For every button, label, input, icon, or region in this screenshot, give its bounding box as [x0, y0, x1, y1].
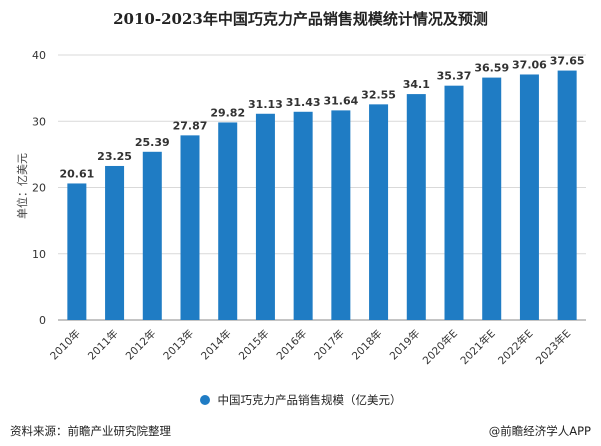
- data-label: 32.55: [361, 88, 396, 101]
- bar: [105, 165, 125, 320]
- x-tick-label: 2018年: [349, 327, 385, 363]
- data-label: 36.59: [474, 62, 509, 75]
- data-label: 31.43: [286, 96, 321, 109]
- legend: 中国巧克力产品销售规模（亿美元）: [0, 392, 601, 408]
- legend-label: 中国巧克力产品销售规模（亿美元）: [217, 393, 402, 407]
- bar: [406, 94, 426, 321]
- data-label: 37.06: [512, 58, 547, 71]
- bar: [557, 70, 577, 320]
- legend-swatch: [199, 395, 210, 405]
- bar: [444, 85, 464, 320]
- x-tick-label: 2023年E: [533, 327, 573, 367]
- x-tick-label: 2022年E: [495, 327, 535, 367]
- x-tick-label: 2021年E: [458, 327, 498, 367]
- data-label: 25.39: [135, 136, 170, 149]
- x-tick-label: 2015年: [236, 327, 272, 363]
- data-label: 23.25: [97, 150, 132, 163]
- data-label: 37.65: [550, 55, 585, 68]
- data-label: 27.87: [173, 119, 208, 132]
- x-tick-label: 2016年: [274, 327, 310, 363]
- bar: [369, 104, 389, 320]
- y-tick-label: 20: [32, 182, 46, 195]
- x-tick-label: 2020年E: [420, 327, 460, 367]
- bar: [67, 183, 87, 320]
- x-tick-label: 2012年: [123, 327, 159, 363]
- data-label: 20.61: [59, 167, 94, 180]
- bar: [331, 110, 351, 320]
- y-tick-label: 30: [32, 115, 46, 128]
- y-tick-label: 40: [32, 49, 46, 62]
- data-label: 34.1: [403, 78, 430, 91]
- bar: [180, 135, 200, 320]
- x-tick-label: 2010年: [47, 327, 83, 363]
- x-tick-label: 2013年: [161, 327, 197, 363]
- bar: [142, 151, 162, 320]
- bar: [293, 111, 313, 321]
- bar: [482, 77, 502, 320]
- x-tick-label: 2011年: [85, 327, 121, 363]
- y-tick-label: 0: [39, 314, 46, 327]
- y-tick-label: 10: [32, 248, 46, 261]
- data-label: 35.37: [437, 70, 472, 83]
- x-tick-label: 2014年: [198, 327, 234, 363]
- data-label: 31.13: [248, 98, 283, 111]
- source-note: 资料来源：前瞻产业研究院整理: [10, 424, 171, 438]
- x-tick-label: 2019年: [387, 327, 423, 363]
- data-label: 29.82: [210, 106, 245, 119]
- brand-credit: @前瞻经济学人APP: [488, 424, 591, 438]
- bar: [218, 122, 238, 320]
- data-label: 31.64: [323, 94, 358, 107]
- x-tick-label: 2017年: [311, 327, 347, 363]
- bar: [519, 74, 539, 320]
- bar: [255, 113, 275, 320]
- chart-title: 2010-2023年中国巧克力产品销售规模统计情况及预测: [113, 10, 488, 28]
